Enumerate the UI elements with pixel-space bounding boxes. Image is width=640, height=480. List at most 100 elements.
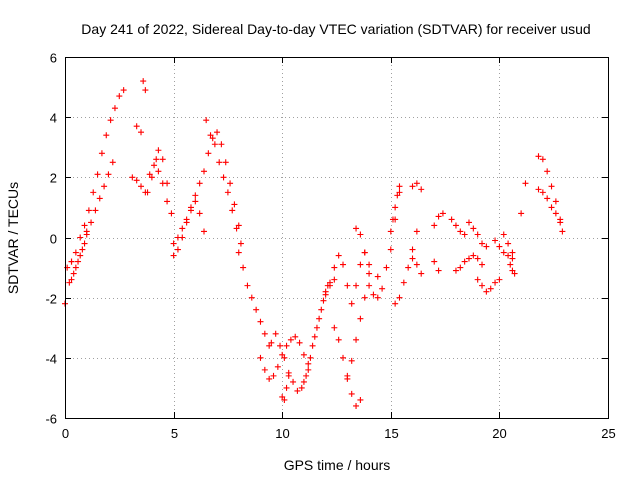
series-arc-28 (452, 252, 486, 274)
data-point (418, 270, 425, 277)
data-point (300, 378, 307, 385)
data-point (155, 168, 162, 175)
data-point (309, 342, 316, 349)
data-point (290, 378, 297, 385)
data-point (448, 216, 455, 223)
data-point (107, 117, 114, 124)
series-arc-31 (492, 237, 516, 262)
data-point (366, 282, 373, 289)
data-point (261, 366, 268, 373)
data-point (196, 180, 203, 187)
data-point (340, 354, 347, 361)
data-point (465, 255, 472, 262)
series-arc-01 (64, 87, 127, 271)
data-point (138, 129, 145, 136)
series-arc-24 (409, 255, 425, 277)
data-point (487, 285, 494, 292)
data-point (496, 276, 503, 283)
series-arc-02 (68, 231, 90, 283)
data-point (244, 282, 251, 289)
data-point (79, 246, 86, 253)
data-point (240, 264, 247, 271)
data-point (465, 219, 472, 226)
data-point (201, 168, 208, 175)
data-point (357, 231, 364, 238)
data-point (509, 255, 516, 262)
data-point (153, 156, 160, 163)
data-point (331, 276, 338, 283)
series-arc-32 (500, 231, 516, 256)
data-point (235, 222, 242, 229)
data-point (307, 354, 314, 361)
data-point (261, 330, 268, 337)
data-point (361, 294, 368, 301)
y-tick-label: 6 (50, 51, 57, 66)
data-point (452, 267, 459, 274)
series-arc-23 (409, 180, 425, 193)
data-point (479, 240, 486, 247)
data-point (483, 288, 490, 295)
data-point (331, 324, 338, 331)
data-points (62, 78, 566, 409)
data-point (203, 117, 210, 124)
data-point (81, 222, 88, 229)
data-point (103, 132, 110, 139)
data-point (461, 258, 468, 265)
series-arc-13 (268, 282, 331, 394)
data-point (435, 213, 442, 220)
data-point (353, 336, 360, 343)
data-point (457, 228, 464, 235)
data-point (535, 186, 542, 193)
data-point (522, 180, 529, 187)
series-arc-14 (279, 372, 292, 403)
data-point (505, 252, 512, 259)
data-point (279, 393, 286, 400)
data-point (88, 219, 95, 226)
data-point (164, 180, 171, 187)
data-point (548, 183, 555, 190)
data-point (66, 279, 73, 286)
data-point (138, 183, 145, 190)
data-point (303, 372, 310, 379)
data-point (413, 261, 420, 268)
x-axis-ticks: 0 5 10 15 20 25 (62, 57, 616, 441)
data-point (316, 315, 323, 322)
data-point (209, 135, 216, 142)
data-point (257, 318, 264, 325)
data-point (366, 270, 373, 277)
data-point (296, 339, 303, 346)
data-point (266, 342, 273, 349)
y-tick-label: -4 (45, 352, 57, 367)
data-point (392, 300, 399, 307)
data-point (292, 333, 299, 340)
data-point (174, 246, 181, 253)
data-point (544, 168, 551, 175)
data-point (389, 216, 396, 223)
data-point (357, 261, 364, 268)
data-point (474, 276, 481, 283)
data-point (298, 384, 305, 391)
data-point (148, 174, 155, 181)
y-tick-label: 0 (50, 232, 57, 247)
data-point (231, 201, 238, 208)
data-point (361, 249, 368, 256)
data-point (511, 270, 518, 277)
data-point (192, 198, 199, 205)
data-point (98, 150, 105, 157)
data-point (77, 234, 84, 241)
data-point (470, 225, 477, 232)
data-point (133, 177, 140, 184)
data-point (344, 375, 351, 382)
series-arc-25 (431, 210, 446, 229)
series-arc-33 (507, 261, 518, 277)
data-point (383, 264, 390, 271)
data-point (274, 363, 281, 370)
x-tick-label: 20 (492, 426, 506, 441)
data-point (387, 246, 394, 253)
series-arc-04 (62, 258, 75, 307)
data-point (94, 171, 101, 178)
data-point (92, 207, 99, 214)
data-point (413, 228, 420, 235)
series-arc-27 (448, 216, 468, 238)
